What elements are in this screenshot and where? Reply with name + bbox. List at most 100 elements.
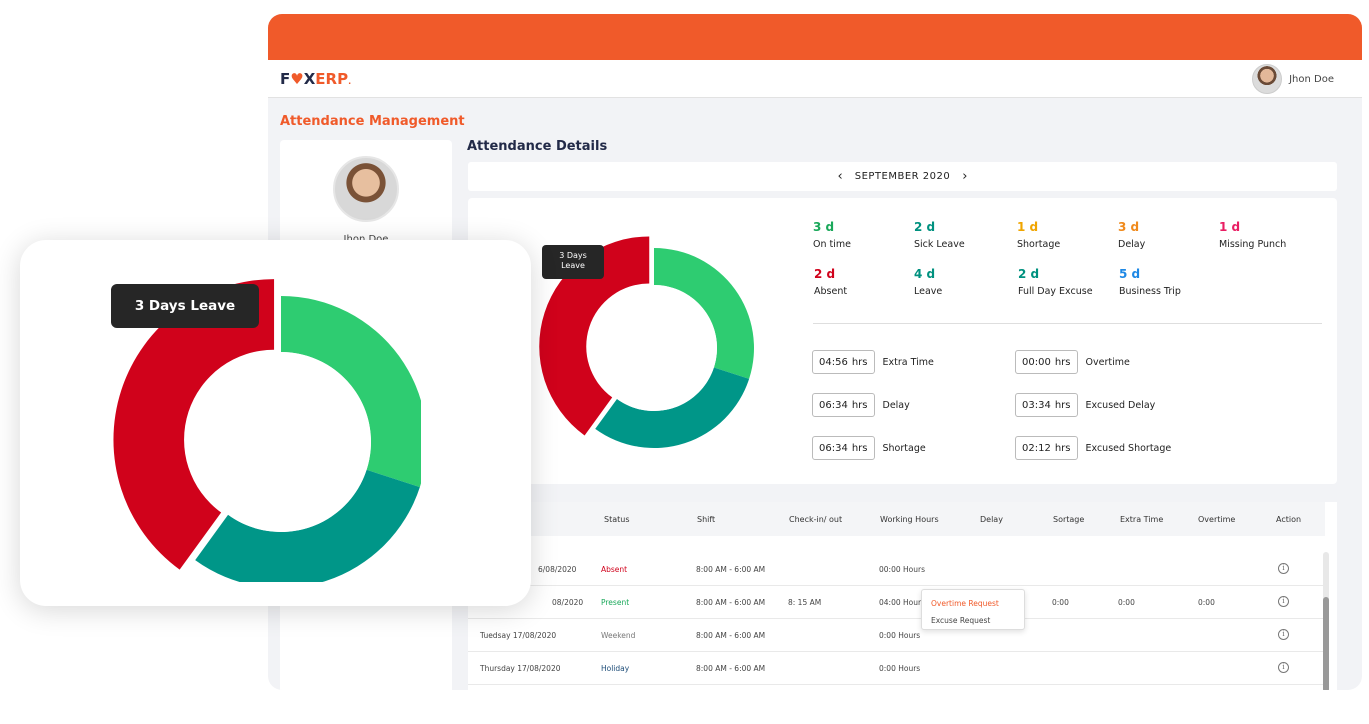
- chevron-left-icon[interactable]: ‹: [837, 169, 843, 184]
- stat-business-trip: 5 d Business Trip: [1119, 267, 1219, 297]
- scrollbar-thumb[interactable]: [1323, 597, 1329, 690]
- menu-item-overtime-request[interactable]: Overtime Request: [931, 599, 999, 608]
- table-row: Tuedsay 17/08/2020 Weekend 8:00 AM - 6:00 …: [468, 619, 1325, 652]
- profile-name: Jhon Doe: [280, 234, 452, 245]
- cell-shift: 8:00 AM - 6:00 AM: [696, 598, 766, 607]
- stat-full-day-excuse: 2 d Full Day Excuse: [1018, 267, 1118, 297]
- big-slice-leave[interactable]: [195, 469, 420, 582]
- column-header-sortage: Sortage: [1053, 515, 1085, 524]
- cell-status: Holiday: [601, 664, 630, 673]
- hours-delay: 06:34 hrs Delay: [812, 393, 910, 417]
- profile-avatar: [333, 156, 399, 222]
- big-donut-chart: [113, 279, 421, 582]
- stat-value: 1 d: [1017, 220, 1039, 234]
- cell-check-in: 8: 15 AM: [788, 598, 822, 607]
- user-name: Jhon Doe: [1289, 73, 1334, 85]
- cell-shift: 8:00 AM - 6:00 AM: [696, 664, 766, 673]
- heart-icon: ♥: [290, 70, 304, 88]
- stat-value: 3 d: [1118, 220, 1140, 234]
- cell-shift: 8:00 AM - 6:00 AM: [696, 565, 766, 574]
- cell-working-hours: 0:00 Hours: [879, 664, 921, 673]
- hours-value-box[interactable]: 06:34 hrs: [812, 393, 875, 417]
- top-color-bar: [268, 14, 1362, 60]
- table-scrollbar[interactable]: [1323, 552, 1329, 690]
- info-icon[interactable]: i: [1278, 629, 1289, 640]
- stat-value: 4 d: [914, 267, 936, 281]
- hours-value-box[interactable]: 04:56 hrs: [812, 350, 875, 374]
- small-slice-leave[interactable]: [595, 367, 750, 448]
- month-label: SEPTEMBER 2020: [854, 171, 951, 182]
- stat-label: Leave: [914, 286, 943, 297]
- menu-item-excuse-request[interactable]: Excuse Request: [931, 616, 991, 625]
- cell-date: Thursday 17/08/2020: [480, 664, 561, 673]
- stat-label: Missing Punch: [1219, 239, 1287, 250]
- hours-value-box[interactable]: 06:34 hrs: [812, 436, 875, 460]
- table-row: 6/08/2020 Absent 8:00 AM - 6:00 AM 00:00 Ho…: [468, 553, 1325, 586]
- app-header: F♥XERP. Jhon Doe: [268, 60, 1362, 98]
- attendance-table: Status Shift Check-in/ out Working Hours Del…: [468, 502, 1337, 690]
- hours-label: Delay: [882, 399, 910, 411]
- table-row: 08/2020 Present 8:00 AM - 6:00 AM 8: 15 AM 0…: [468, 586, 1325, 619]
- hours-unit: hrs: [1054, 399, 1071, 411]
- chevron-right-icon[interactable]: ›: [962, 169, 968, 184]
- hours-label: Excused Delay: [1085, 399, 1156, 411]
- cell-sortage: 0:00: [1052, 598, 1069, 607]
- info-icon[interactable]: i: [1278, 596, 1289, 607]
- stat-label: Sick Leave: [914, 239, 965, 250]
- hours-extra-time: 04:56 hrs Extra Time: [812, 350, 934, 374]
- month-navigator: ‹ SEPTEMBER 2020 ›: [468, 162, 1337, 191]
- hours-value-box[interactable]: 00:00 hrs: [1015, 350, 1078, 374]
- stat-value: 2 d: [1018, 267, 1040, 281]
- stat-sick-leave: 2 d Sick Leave: [914, 220, 1014, 250]
- hours-overtime: 00:00 hrs Overtime: [1015, 350, 1130, 374]
- cell-overtime: 0:00: [1198, 598, 1215, 607]
- stat-on-time: 3 d On time: [813, 220, 913, 250]
- big-slice-absent[interactable]: [113, 279, 275, 570]
- user-menu[interactable]: Jhon Doe: [1252, 64, 1334, 94]
- stat-label: Business Trip: [1119, 286, 1181, 297]
- big-slice-on-time[interactable]: [281, 296, 421, 488]
- info-icon[interactable]: i: [1278, 563, 1289, 574]
- cell-shift: 8:00 AM - 6:00 AM: [696, 631, 766, 640]
- hours-label: Overtime: [1085, 356, 1130, 368]
- stat-label: Shortage: [1017, 239, 1061, 250]
- cell-status: Present: [601, 598, 630, 607]
- hours-unit: hrs: [851, 399, 868, 411]
- hours-label: Excused Shortage: [1085, 442, 1172, 454]
- stats-divider: [813, 323, 1322, 324]
- column-header-working-hours: Working Hours: [880, 515, 939, 524]
- stat-label: Full Day Excuse: [1018, 286, 1093, 297]
- hours-unit: hrs: [1054, 356, 1071, 368]
- foxerp-logo[interactable]: F♥XERP.: [280, 70, 352, 88]
- hours-value-box[interactable]: 03:34 hrs: [1015, 393, 1078, 417]
- hours-value: 06:34: [819, 399, 848, 411]
- hours-value: 03:34: [1022, 399, 1051, 411]
- hours-unit: hrs: [851, 442, 868, 454]
- details-title: Attendance Details: [467, 139, 608, 154]
- small-chart-tooltip: 3 Days Leave: [542, 245, 604, 279]
- column-header-check-in-out: Check-in/ out: [789, 515, 843, 524]
- small-donut-chart: [539, 236, 754, 448]
- column-header-delay: Delay: [980, 515, 1003, 524]
- cell-extra-time: 0:00: [1118, 598, 1135, 607]
- small-slice-on-time[interactable]: [654, 248, 754, 379]
- hours-value-box[interactable]: 02:12 hrs: [1015, 436, 1078, 460]
- zoomed-chart-card: 3 Days Leave: [20, 240, 531, 606]
- info-icon[interactable]: i: [1278, 662, 1289, 673]
- cell-working-hours: 0:00 Hours: [879, 631, 921, 640]
- table-row: Thursday 17/08/2020 Holiday 8:00 AM - 6:00…: [468, 652, 1325, 685]
- cell-date: Tuedsay 17/08/2020: [480, 631, 557, 640]
- cell-status: Weekend: [601, 631, 636, 640]
- table-header: Status Shift Check-in/ out Working Hours Del…: [468, 502, 1325, 536]
- stat-missing-punch: 1 d Missing Punch: [1219, 220, 1319, 250]
- big-donut-hole: [191, 352, 371, 532]
- hours-value: 06:34: [819, 442, 848, 454]
- page-title: Attendance Management: [280, 114, 465, 129]
- hours-shortage: 06:34 hrs Shortage: [812, 436, 926, 460]
- stat-delay: 3 d Delay: [1118, 220, 1218, 250]
- hours-excused-shortage: 02:12 hrs Excused Shortage: [1015, 436, 1171, 460]
- column-header-status: Status: [604, 515, 630, 524]
- small-slice-absent[interactable]: [539, 236, 650, 436]
- cell-date: 6/08/2020: [538, 565, 577, 574]
